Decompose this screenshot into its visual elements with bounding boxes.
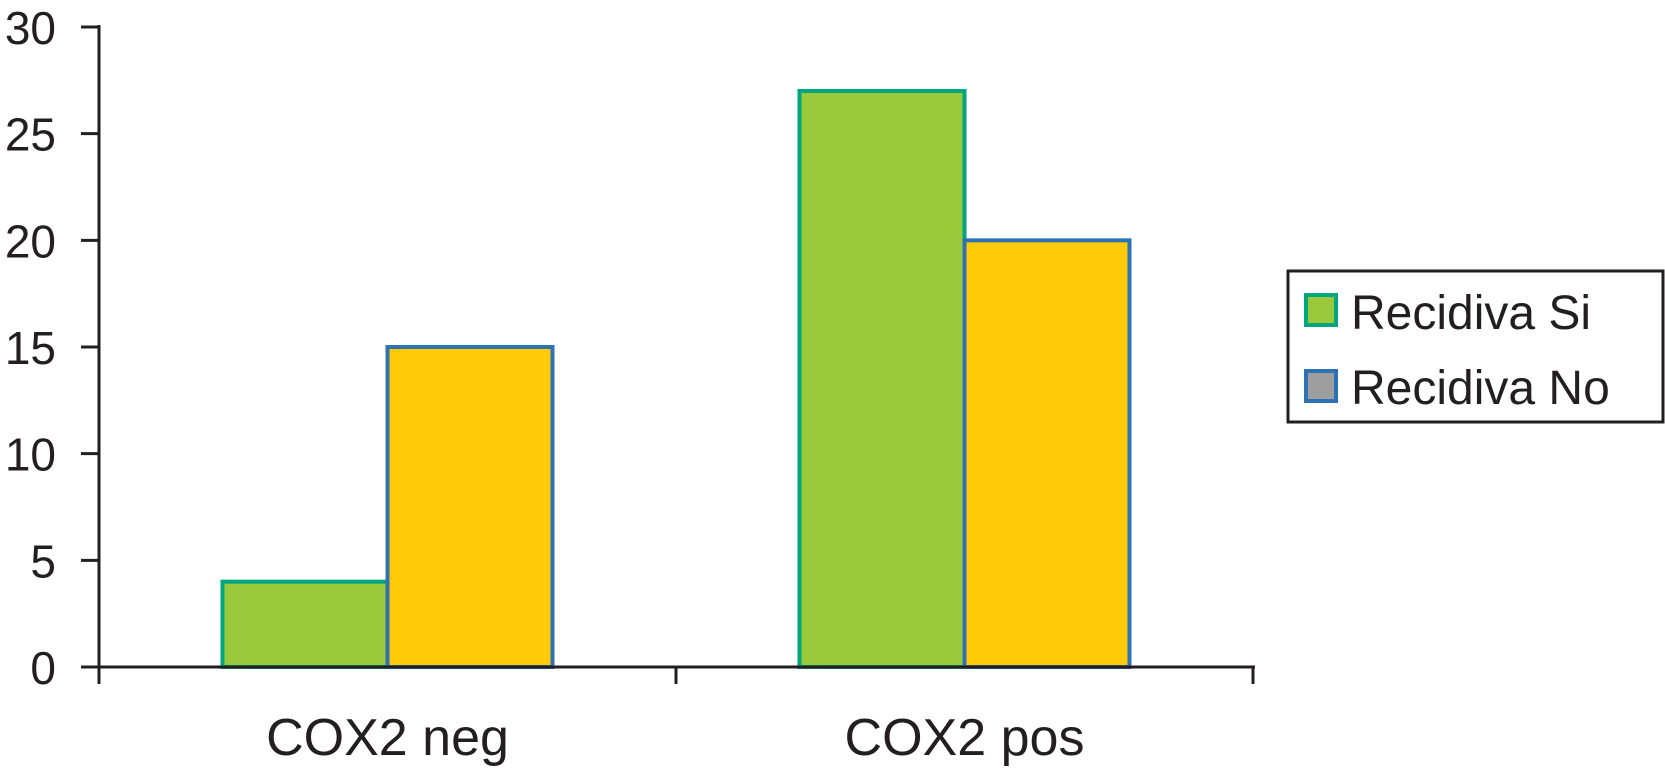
bar-recidiva-no-cox2-pos <box>962 238 1132 669</box>
legend-swatch-recidiva-no <box>1304 369 1338 403</box>
y-tick-label-0: 0 <box>30 642 56 694</box>
bar-recidiva-si-cox2-neg <box>220 579 390 670</box>
legend-label-recidiva-si: Recidiva Si <box>1351 287 1591 340</box>
x-tick-label-cox2-pos: COX2 pos <box>845 709 1085 767</box>
bar-recidiva-si-cox2-pos <box>797 89 967 669</box>
y-tick-label-15: 15 <box>5 322 56 374</box>
y-axis-ticks: 0 5 10 15 20 25 30 <box>5 2 99 694</box>
legend-label-recidiva-no: Recidiva No <box>1351 362 1610 415</box>
x-axis-ticks: COX2 neg COX2 pos <box>97 667 1255 767</box>
bar-recidiva-no-cox2-neg <box>385 345 555 669</box>
y-tick-label-5: 5 <box>30 535 56 587</box>
y-tick-label-10: 10 <box>5 429 56 481</box>
legend: Recidiva Si Recidiva No <box>1286 269 1665 424</box>
legend-box <box>1286 269 1665 424</box>
y-tick-label-20: 20 <box>5 215 56 267</box>
y-tick-label-30: 30 <box>5 2 56 54</box>
x-tick-label-cox2-neg: COX2 neg <box>266 709 509 767</box>
bars-group <box>220 89 1132 670</box>
legend-swatch-recidiva-si <box>1304 293 1338 327</box>
y-tick-label-25: 25 <box>5 109 56 161</box>
